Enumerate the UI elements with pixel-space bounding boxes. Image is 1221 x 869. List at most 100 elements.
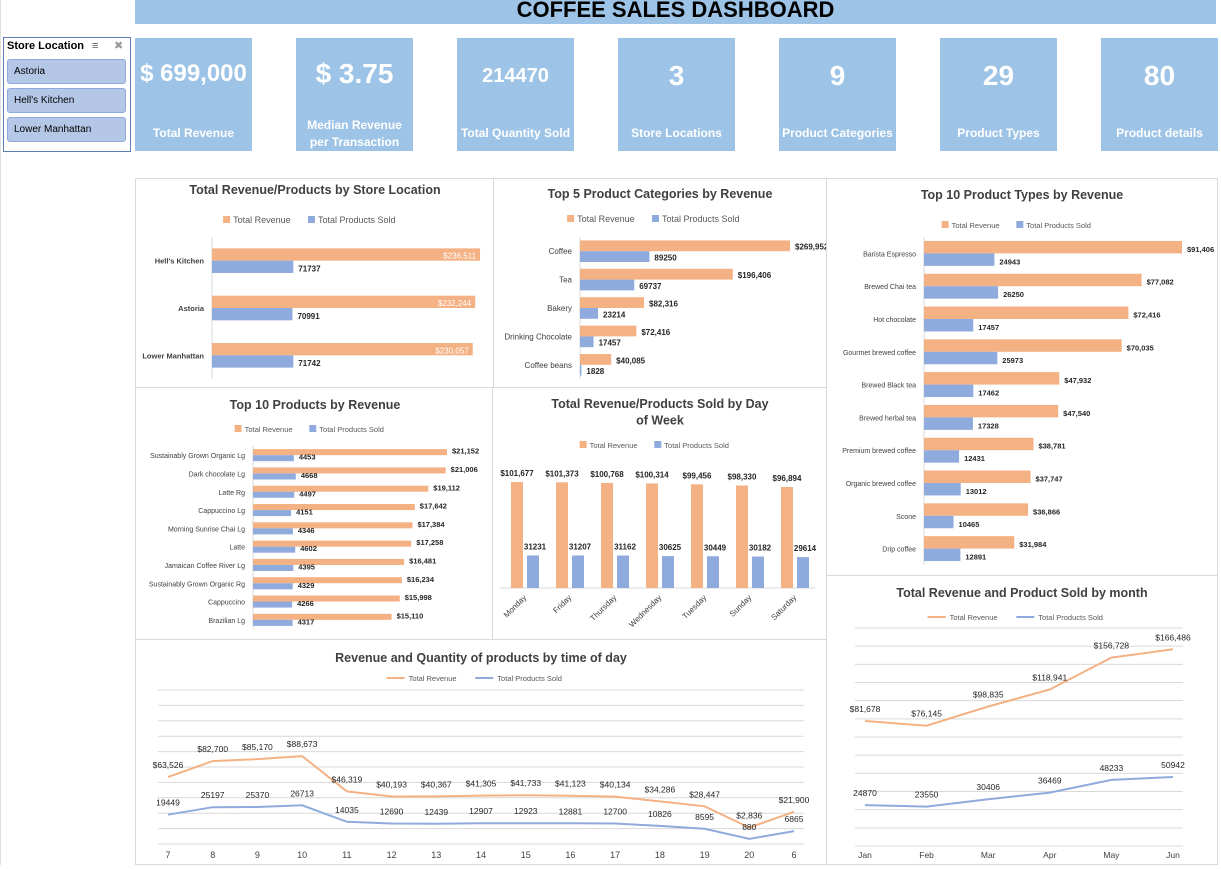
revenue-bar (253, 595, 400, 602)
data-label: 31231 (524, 542, 547, 551)
revenue-bar (253, 485, 429, 492)
data-label: 4668 (301, 471, 318, 480)
legend-label: Total Products Sold (497, 674, 562, 683)
data-label: 48233 (1100, 763, 1124, 773)
legend-swatch (234, 425, 242, 432)
x-tick-label: 8 (210, 850, 215, 860)
chart-title: Total Revenue/Products by Store Location (189, 183, 440, 197)
x-tick-label: 12 (387, 850, 397, 860)
data-label: 12690 (380, 807, 404, 817)
data-label: 12923 (514, 806, 538, 816)
chart-panel-categories[interactable]: Top 5 Product Categories by Revenue Total… (493, 178, 829, 388)
slicer-item-astoria[interactable]: Astoria (7, 59, 126, 84)
chart-panel-store[interactable]: Total Revenue/Products by Store Location… (135, 178, 494, 388)
category-label: Sunday (728, 593, 754, 619)
x-tick-label: Feb (919, 850, 934, 860)
store-location-slicer[interactable]: Store Location ≡ ✖ Astoria Hell's Kitche… (3, 37, 131, 152)
data-label: 4329 (298, 581, 315, 590)
category-label: Barista Espresso (863, 251, 916, 258)
revenue-bar (253, 467, 446, 474)
data-label: $88,673 (287, 739, 318, 749)
products-bar (752, 556, 764, 588)
products-bar (253, 583, 293, 590)
category-label: Coffee beans (525, 361, 572, 370)
data-label: $47,540 (1063, 409, 1090, 418)
revenue-bar (556, 482, 568, 588)
products-bar (924, 417, 973, 430)
data-label: $72,416 (1133, 311, 1160, 320)
data-label: $76,145 (911, 709, 942, 719)
slicer-item-hells-kitchen[interactable]: Hell's Kitchen (7, 88, 126, 113)
data-label: 30449 (704, 543, 727, 552)
revenue-bar (212, 295, 476, 308)
data-label: $17,642 (420, 502, 447, 511)
data-label: 4317 (298, 617, 315, 626)
categories-revenue-chart: Top 5 Product Categories by Revenue Total… (504, 187, 829, 379)
legend-swatch (579, 441, 587, 448)
chart-panel-products[interactable]: Top 10 Products by Revenue Total Revenue T… (135, 387, 493, 640)
dashboard-title: COFFEE SALES DASHBOARD (516, 0, 835, 22)
x-tick-label: 20 (744, 850, 754, 860)
data-label: $100,314 (635, 470, 669, 479)
products-bar (924, 384, 974, 398)
category-label: Monday (502, 593, 528, 619)
legend-label: Total Revenue (577, 214, 635, 224)
x-tick-label: 13 (431, 850, 441, 860)
data-label: 8595 (695, 812, 714, 822)
chart-panel-types[interactable]: Top 10 Product Types by Revenue Total Rev… (826, 178, 1218, 576)
kpi-label: Total Revenue (152, 126, 235, 140)
revenue-bar (212, 248, 481, 261)
products-bar (924, 286, 999, 299)
data-label: $230,057 (435, 346, 469, 355)
category-label: Sustainably Grown Organic Lg (150, 453, 245, 460)
data-label: 17457 (978, 323, 999, 332)
category-label: Lower Manhattan (142, 351, 204, 360)
data-label: $15,998 (405, 593, 432, 602)
products-bar (253, 564, 294, 571)
chart-panel-monthly[interactable]: Total Revenue and Product Sold by month T… (826, 575, 1218, 865)
data-label: 4395 (298, 562, 315, 571)
data-label: $17,258 (416, 538, 443, 547)
data-label: 89250 (654, 253, 677, 262)
kpi-label: Total Quantity Sold (460, 126, 571, 140)
category-label: Organic brewed coffee (846, 481, 916, 488)
data-label: $21,152 (452, 447, 479, 456)
multi-select-icon[interactable]: ≡ (92, 40, 99, 52)
data-label: 10826 (648, 809, 672, 819)
revenue-bar (580, 325, 637, 337)
x-tick-label: Jun (1166, 850, 1180, 860)
data-label: 25370 (246, 790, 270, 800)
chart-title: Revenue and Quantity of products by time… (335, 651, 627, 665)
revenue-bar (924, 437, 1034, 451)
data-label: $63,526 (153, 760, 184, 770)
kpi-total-revenue: $ 699,000 Total Revenue (135, 38, 252, 151)
chart-panel-weekday[interactable]: Total Revenue/Products Sold by Day of Wee… (492, 387, 827, 640)
data-label: 29614 (794, 544, 817, 553)
products-bar (580, 364, 582, 376)
dashboard-title-bar: COFFEE SALES DASHBOARD (135, 0, 1216, 24)
clear-filter-icon[interactable]: ✖ (114, 40, 124, 52)
data-label: 31162 (614, 543, 636, 552)
kpi-label: Median Revenue per Transaction (307, 118, 402, 149)
revenue-bar (924, 273, 1142, 287)
chart-panel-hourly[interactable]: Revenue and Quantity of products by time… (135, 639, 827, 865)
data-label: 17328 (978, 421, 999, 430)
slicer-item-lower-manhattan[interactable]: Lower Manhattan (7, 117, 126, 142)
legend-swatch (223, 216, 231, 223)
x-tick-label: 10 (297, 850, 307, 860)
products-bar (924, 515, 954, 529)
products-bar (253, 619, 293, 626)
data-label: 12431 (964, 454, 985, 463)
data-label: 10465 (959, 520, 980, 529)
data-label: $16,481 (409, 556, 436, 565)
data-label: 30406 (976, 782, 1000, 792)
chart-title: Top 10 Product Types by Revenue (921, 188, 1123, 202)
revenue-line (167, 755, 795, 829)
data-label: $41,733 (510, 778, 541, 788)
data-label: $101,677 (500, 469, 534, 478)
chart-title: Total Revenue and Product Sold by month (896, 586, 1147, 600)
legend-label: Total Revenue (950, 613, 998, 622)
kpi-label: Product details (1116, 126, 1203, 140)
revenue-bar (253, 540, 412, 547)
products-bar (212, 308, 293, 321)
